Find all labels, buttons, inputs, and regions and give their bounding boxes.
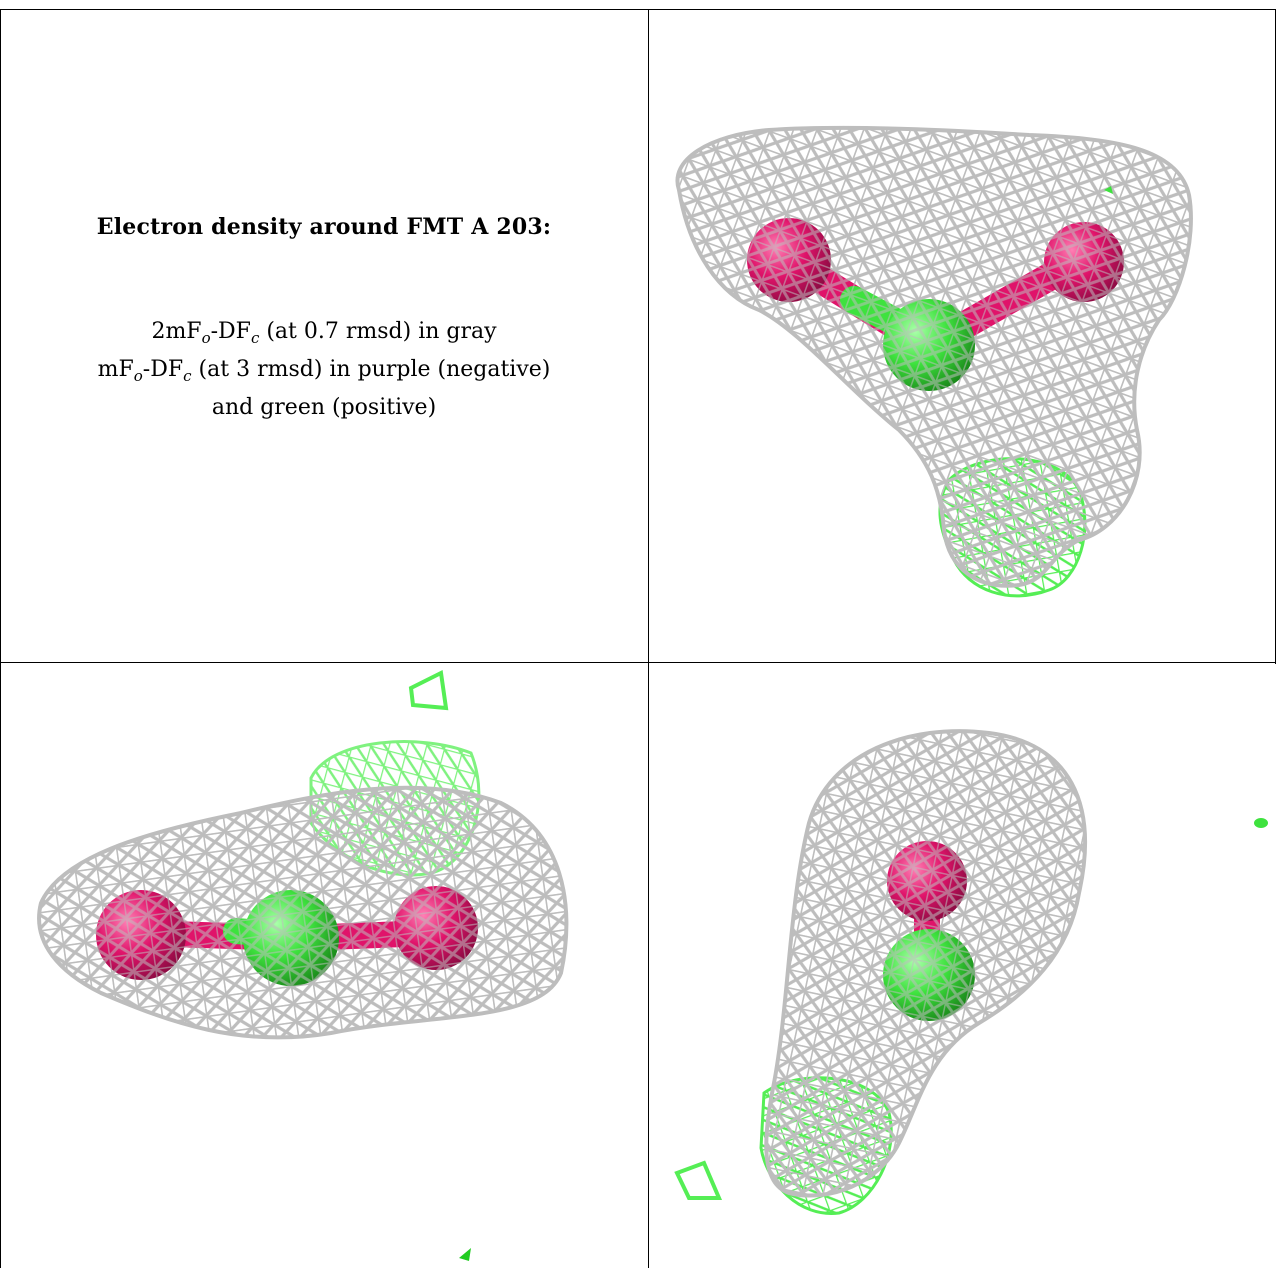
caption-panel: Electron density around FMT A 203: 2mFo-… xyxy=(0,0,648,660)
positive-density-speck xyxy=(1104,186,1113,194)
gray-density-mesh-overlay xyxy=(677,127,1191,586)
caption-line-2-sub-o: o xyxy=(133,367,143,385)
caption-line-1-sub-c: c xyxy=(250,329,260,347)
caption-line-3: and green (positive) xyxy=(211,395,437,420)
positive-density-fragment-top xyxy=(408,669,449,711)
border-left xyxy=(0,9,1,1268)
density-render-top-right xyxy=(675,125,1193,598)
positive-density-speck xyxy=(459,1248,471,1261)
caption-line-2-prefix: mF xyxy=(97,357,134,382)
caption-line-2: mFo-DFc (at 3 rmsd) in purple (negative) xyxy=(0,354,648,392)
caption-line-2-sub-c: c xyxy=(183,367,192,385)
border-middle-horizontal xyxy=(0,662,1276,663)
gray-density-mesh-overlay xyxy=(766,731,1085,1196)
positive-density-speck xyxy=(1254,818,1268,828)
caption-line-1-mid: -DF xyxy=(210,319,251,344)
caption-line-2-suffix: (at 3 rmsd) in purple (negative) xyxy=(191,357,551,382)
density-render-bottom-right xyxy=(674,729,1268,1215)
density-render-bottom-left xyxy=(37,669,569,1261)
caption-line-1-prefix: 2mF xyxy=(151,319,202,344)
view-bottom-right xyxy=(649,663,1275,1268)
border-top xyxy=(0,9,1276,10)
caption-line-2-mid: -DF xyxy=(142,357,184,382)
view-top-right xyxy=(649,10,1275,662)
caption-text: 2mFo-DFc (at 0.7 rmsd) in gray mFo-DFc (… xyxy=(0,316,648,424)
caption-line-1-suffix: (at 0.7 rmsd) in gray xyxy=(259,319,497,344)
view-bottom-left xyxy=(1,663,648,1268)
caption-title: Electron density around FMT A 203: xyxy=(96,214,552,240)
caption-line-1-sub-o: o xyxy=(201,329,211,347)
border-middle xyxy=(648,9,649,1268)
caption-line-1: 2mFo-DFc (at 0.7 rmsd) in gray xyxy=(0,316,648,354)
positive-density-fragment-left xyxy=(674,1160,723,1200)
gray-density-mesh-overlay xyxy=(39,787,567,1038)
